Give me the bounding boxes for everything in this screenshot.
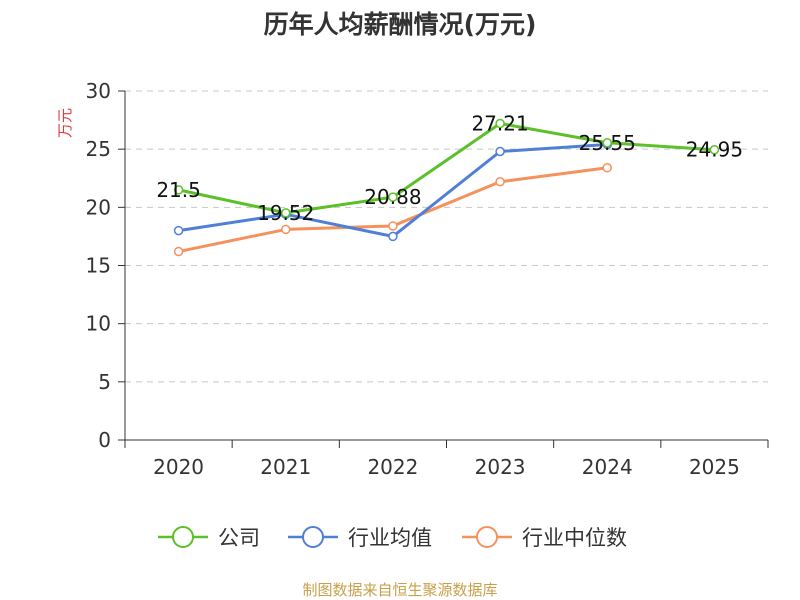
x-tick-label: 2022: [367, 455, 418, 479]
data-label: 20.88: [364, 185, 421, 209]
y-tick-label: 0: [98, 428, 111, 452]
legend-label: 行业均值: [348, 526, 432, 550]
data-point: [495, 176, 505, 187]
chart-title: 历年人均薪酬情况(万元): [264, 10, 537, 39]
data-label: 24.95: [686, 138, 743, 162]
data-point: [602, 138, 612, 148]
data-label: 21.5: [156, 178, 201, 202]
series-lines: [173, 118, 720, 257]
legend-swatch-marker: [476, 526, 498, 548]
data-label: 25.55: [579, 131, 636, 155]
data-point: [388, 192, 398, 202]
data-labels: 21.5 19.52 20.88 27.21 25.55 24.95: [156, 111, 743, 224]
x-tick-label: 2023: [475, 455, 526, 479]
data-label: 19.52: [257, 201, 314, 225]
x-tick-label: 2025: [689, 455, 740, 479]
data-point: [495, 118, 505, 129]
data-point: [281, 208, 291, 218]
data-point: [388, 221, 398, 231]
y-tick-label: 10: [86, 312, 111, 336]
y-tick-label: 5: [98, 370, 111, 394]
data-label: 27.21: [471, 111, 528, 135]
y-tick-label: 30: [86, 79, 111, 103]
legend-label: 行业中位数: [522, 526, 627, 550]
y-tick-label: 20: [86, 195, 111, 219]
data-point: [173, 246, 184, 257]
gridlines: [125, 90, 768, 383]
data-point: [602, 163, 612, 173]
x-tick-label: 2020: [153, 455, 204, 479]
source-note: 制图数据来自恒生聚源数据库: [302, 581, 497, 599]
data-point: [173, 185, 184, 195]
data-point: [281, 224, 291, 235]
x-tick-label: 2024: [582, 455, 633, 479]
legend-swatch-marker: [172, 526, 194, 548]
legend-label: 公司: [218, 526, 260, 550]
y-tick-label: 25: [86, 137, 111, 161]
legend-item: 公司: [158, 526, 260, 550]
y-tick-label: 15: [86, 254, 111, 278]
data-point: [709, 144, 720, 155]
legend-item: 行业均值: [288, 526, 432, 550]
data-point: [388, 231, 398, 242]
legend-item: 行业中位数: [462, 526, 627, 550]
series-line: [178, 121, 715, 215]
data-point: [173, 225, 184, 236]
data-point: [495, 146, 505, 157]
y-axis-label: 万元: [56, 108, 74, 138]
x-tick-label: 2021: [260, 455, 311, 479]
legend: 公司 行业均值 行业中位数: [158, 526, 627, 550]
legend-swatch-marker: [302, 526, 324, 548]
